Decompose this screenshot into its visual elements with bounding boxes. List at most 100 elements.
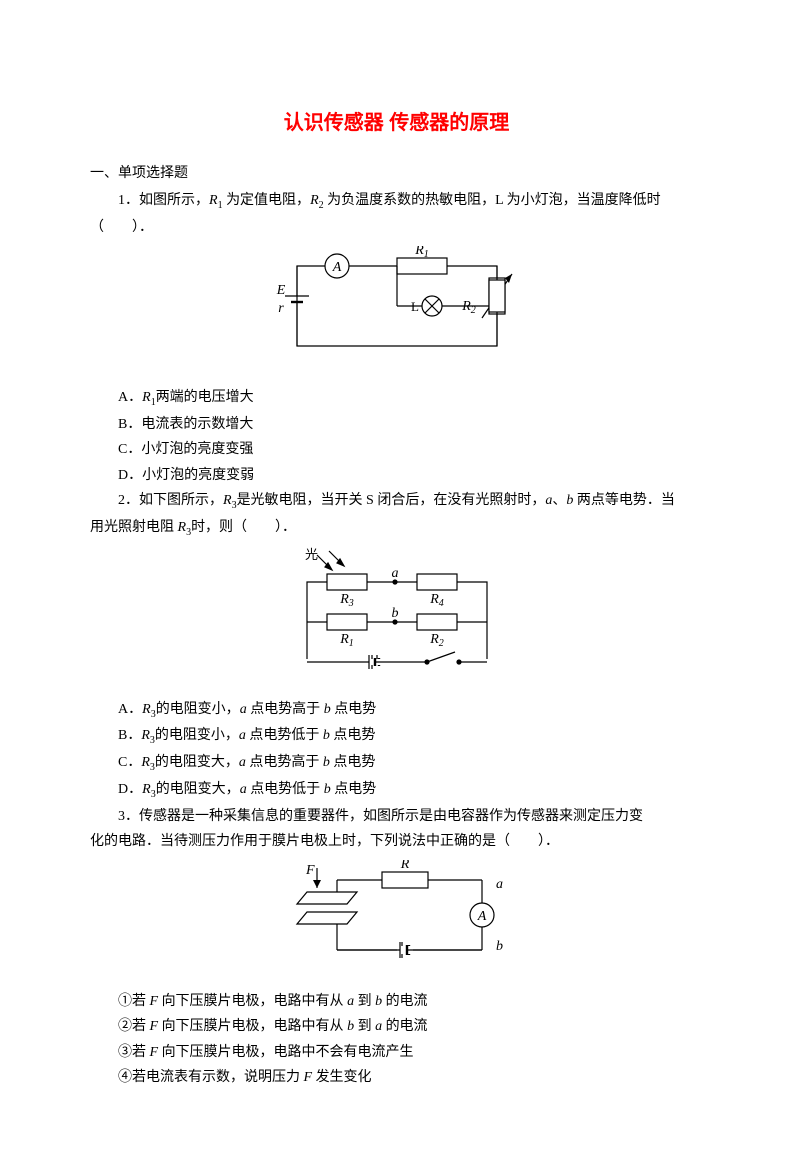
q2-stem-f: 时，则（ ）． [191, 520, 296, 535]
q1-optD: D．小灯泡的亮度变弱 [90, 463, 703, 488]
r3-label: R3 [339, 592, 354, 609]
emf-label: E [275, 283, 285, 298]
q2-stem-a: 2．如下图所示， [118, 493, 223, 508]
R-label: R [399, 860, 409, 872]
q3-s2: ②若 F 向下压膜片电极，电路中有从 b 到 a 的电流 [90, 1014, 703, 1039]
sym: a [240, 702, 247, 717]
q1-stem-c: 为负温度系数的热敏电阻，L 为小灯泡，当温度降低时 [327, 193, 661, 208]
page: 认识传感器 传感器的原理 一、单项选择题 1．如图所示，R1 为定值电阻，R2 … [0, 0, 793, 1150]
sym: F [150, 1019, 159, 1034]
q3-s1-d: 的电流 [386, 994, 428, 1009]
r4-label: R4 [429, 592, 444, 609]
q3-stem-line1: 3．传感器是一种采集信息的重要器件，如图所示是由电容器作为传感器来测定压力变 [90, 804, 703, 829]
q3-stem-line2: 化的电路．当待测压力作用于膜片电极上时，下列说法中正确的是（ ）． [90, 829, 703, 854]
node-b-label: b [391, 606, 398, 621]
q3-circuit-svg: F R A a b [282, 860, 512, 970]
q3-s3-a: ③若 [118, 1045, 150, 1060]
q2-optA-a: A． [118, 702, 142, 717]
sym-R1: R [209, 193, 218, 208]
node-b3-label: b [496, 939, 503, 954]
q1-optA: A．R1两端的电压增大 [90, 385, 703, 412]
sym-R3b: R [178, 520, 187, 535]
sym-R2s: 2 [319, 200, 324, 211]
sym: b [323, 755, 330, 770]
r2b-label: R2 [429, 632, 444, 649]
q2-stem-b: 是光敏电阻，当开关 S 闭合后，在没有光照射时， [237, 493, 546, 508]
sym: R [141, 755, 150, 770]
q3-s2-b: 向下压膜片电极，电路中有从 [162, 1019, 348, 1034]
q1-stem-b: 为定值电阻， [226, 193, 310, 208]
sym-b: b [566, 493, 573, 508]
q2-optC-c: 点电势高于 [249, 755, 323, 770]
q1-optA-a: A． [118, 390, 142, 405]
ammeter-label: A [331, 260, 341, 275]
q3-figure: F R A a b [90, 860, 703, 979]
r1-label: R1 [414, 246, 429, 260]
q3-s3: ③若 F 向下压膜片电极，电路中不会有电流产生 [90, 1040, 703, 1065]
page-title: 认识传感器 传感器的原理 [90, 105, 703, 141]
sym: a [239, 755, 246, 770]
q2-optB-c: 点电势低于 [249, 728, 323, 743]
q3-s1-a: ①若 [118, 994, 150, 1009]
q2-stem-line1: 2．如下图所示，R3是光敏电阻，当开关 S 闭合后，在没有光照射时，a、b 两点… [90, 488, 703, 515]
q2-optB: B．R3的电阻变小，a 点电势低于 b 点电势 [90, 723, 703, 750]
light-label: 光 [305, 547, 318, 562]
q2-optD: D．R3的电阻变大，a 点电势低于 b 点电势 [90, 777, 703, 804]
section-heading: 一、单项选择题 [90, 161, 703, 186]
q3-s3-b: 向下压膜片电极，电路中不会有电流产生 [162, 1045, 414, 1060]
q2-figure: 光 a b R3 R4 R1 R2 [90, 547, 703, 686]
q3-s4-b: 发生变化 [316, 1070, 372, 1085]
q2-optD-c: 点电势低于 [250, 782, 324, 797]
lamp-label: L [411, 299, 419, 314]
q2-optA-c: 点电势高于 [250, 702, 324, 717]
q2-optD-b: 的电阻变大， [156, 782, 240, 797]
q2-stem-line2: 用光照射电阻 R3时，则（ ）． [90, 515, 703, 542]
q1-optA-b: 两端的电压增大 [156, 390, 254, 405]
node-a-label: a [391, 566, 398, 581]
q1-optB: B．电流表的示数增大 [90, 412, 703, 437]
q3-s1: ①若 F 向下压膜片电极，电路中有从 a 到 b 的电流 [90, 989, 703, 1014]
q3-s2-c: 到 [358, 1019, 376, 1034]
sym: b [323, 728, 330, 743]
sym: b [347, 1019, 354, 1034]
sym-R1b: R [142, 390, 151, 405]
q2-optB-d: 点电势 [333, 728, 375, 743]
sym-R1s: 1 [218, 200, 223, 211]
r-label: r [278, 301, 284, 316]
q2-optC-b: 的电阻变大， [155, 755, 239, 770]
sym: a [240, 782, 247, 797]
q3-s1-c: 到 [358, 994, 376, 1009]
q2-optC-d: 点电势 [333, 755, 375, 770]
q3-s2-d: 的电流 [386, 1019, 428, 1034]
sym: R [142, 782, 151, 797]
sym: b [324, 782, 331, 797]
q2-optA-d: 点电势 [334, 702, 376, 717]
q2-optA-b: 的电阻变小， [156, 702, 240, 717]
q2-stem-c: 、 [552, 493, 566, 508]
ammeter3-label: A [476, 909, 486, 924]
r2-label2: R2 [461, 299, 476, 316]
q2-circuit-svg: 光 a b R3 R4 R1 R2 [277, 547, 517, 677]
q3-s4-a: ④若电流表有示数，说明压力 [118, 1070, 304, 1085]
q2-optC: C．R3的电阻变大，a 点电势高于 b 点电势 [90, 750, 703, 777]
force-label: F [305, 863, 315, 878]
q2-stem-d: 两点等电势．当 [577, 493, 675, 508]
sym: R [141, 728, 150, 743]
sym: F [150, 994, 159, 1009]
q2-optD-d: 点电势 [334, 782, 376, 797]
q2-optB-a: B． [118, 728, 141, 743]
q1-stem-line1: 1．如图所示，R1 为定值电阻，R2 为负温度系数的热敏电阻，L 为小灯泡，当温… [90, 188, 703, 215]
sym: b [375, 994, 382, 1009]
sym: R [142, 702, 151, 717]
q2-optC-a: C． [118, 755, 141, 770]
q1-optC: C．小灯泡的亮度变强 [90, 437, 703, 462]
q2-optD-a: D． [118, 782, 142, 797]
q3-s1-b: 向下压膜片电极，电路中有从 [162, 994, 348, 1009]
sym: b [324, 702, 331, 717]
sym: a [375, 1019, 382, 1034]
sym-R3: R [223, 493, 232, 508]
q2-optB-b: 的电阻变小， [155, 728, 239, 743]
sym: F [304, 1070, 313, 1085]
q3-s4: ④若电流表有示数，说明压力 F 发生变化 [90, 1065, 703, 1090]
q1-figure: A R1 L R2 E r [90, 246, 703, 375]
